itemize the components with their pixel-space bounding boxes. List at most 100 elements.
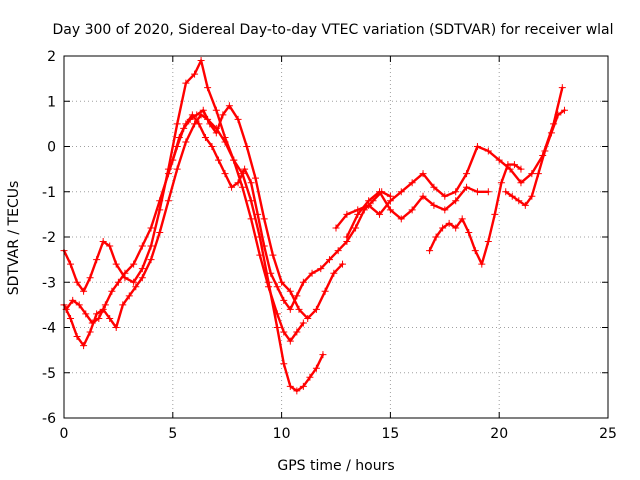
data-point	[419, 170, 427, 178]
data-point	[528, 192, 536, 200]
y-tick-label: -3	[42, 275, 56, 291]
data-point	[521, 201, 529, 209]
x-tick-label: 15	[381, 426, 399, 442]
data-point	[208, 143, 216, 150]
data-point	[93, 256, 101, 264]
data-point	[426, 247, 434, 255]
data-point	[547, 129, 555, 137]
series-line	[504, 109, 566, 207]
data-point	[325, 256, 333, 264]
data-point	[295, 305, 303, 313]
data-point	[80, 287, 88, 295]
data-point	[299, 382, 307, 390]
data-point	[73, 333, 81, 341]
data-point	[280, 360, 288, 368]
data-point	[463, 183, 471, 191]
data-point	[354, 210, 362, 218]
data-point	[278, 278, 286, 286]
data-point	[138, 274, 146, 282]
data-point	[528, 170, 536, 178]
data-point	[293, 292, 301, 300]
data-point	[256, 251, 264, 259]
data-point	[173, 165, 181, 173]
data-point	[125, 292, 133, 300]
data-point	[504, 161, 512, 169]
x-tick-label: 10	[273, 426, 291, 442]
data-point	[497, 179, 505, 187]
data-point	[343, 233, 351, 241]
data-point	[182, 138, 190, 146]
data-point	[510, 161, 518, 169]
data-point	[95, 314, 103, 322]
series-line	[345, 186, 490, 239]
data-point	[408, 179, 416, 187]
data-point	[69, 296, 77, 304]
data-point	[419, 192, 427, 200]
y-tick-label: 0	[47, 140, 56, 156]
data-point	[334, 247, 342, 255]
data-point	[332, 224, 340, 232]
data-point	[138, 242, 146, 250]
data-point	[106, 314, 114, 322]
series-track-e	[332, 84, 566, 232]
data-point	[241, 165, 249, 173]
data-point	[212, 106, 220, 114]
data-point	[471, 247, 479, 255]
data-point	[147, 256, 155, 264]
data-point	[312, 364, 320, 372]
data-point	[330, 269, 338, 277]
data-point	[506, 165, 514, 173]
data-point	[267, 269, 275, 277]
data-point	[484, 147, 492, 155]
data-point	[269, 251, 277, 259]
data-point	[188, 111, 196, 119]
data-point	[306, 373, 314, 381]
data-point	[86, 274, 94, 282]
data-point	[147, 224, 155, 232]
data-point	[463, 170, 471, 178]
data-point	[408, 206, 416, 214]
data-point	[473, 143, 481, 150]
data-point	[212, 129, 220, 137]
data-point	[293, 387, 301, 395]
data-point	[106, 242, 114, 250]
data-point	[130, 260, 138, 268]
data-point	[319, 351, 327, 359]
data-point	[260, 242, 268, 250]
data-point	[86, 328, 94, 336]
data-point	[517, 165, 525, 173]
data-point	[75, 301, 83, 309]
data-point	[352, 224, 360, 232]
series-track-g	[426, 161, 525, 268]
data-point	[99, 238, 107, 246]
data-point	[430, 201, 438, 209]
x-tick-label: 5	[168, 426, 177, 442]
data-point	[534, 170, 542, 178]
data-point	[441, 206, 449, 214]
y-tick-label: -5	[42, 366, 56, 382]
data-point	[93, 310, 101, 318]
data-point	[164, 170, 172, 178]
data-point	[175, 133, 183, 141]
data-point	[441, 192, 449, 200]
data-point	[119, 301, 127, 309]
data-point	[164, 197, 172, 205]
x-tick-label: 25	[599, 426, 617, 442]
grid-layer	[64, 56, 608, 418]
data-point	[214, 156, 222, 164]
series-track-f	[343, 183, 492, 241]
data-point	[397, 188, 405, 196]
data-point	[343, 210, 351, 218]
data-point	[280, 296, 288, 304]
data-point	[132, 283, 140, 291]
data-point	[439, 224, 447, 232]
data-point	[156, 197, 164, 205]
data-point	[201, 133, 209, 141]
data-point	[484, 188, 492, 196]
data-point	[339, 260, 347, 268]
data-point	[432, 233, 440, 241]
data-point	[517, 179, 525, 187]
data-point	[452, 188, 460, 196]
data-point	[197, 57, 205, 65]
data-point	[515, 197, 523, 205]
